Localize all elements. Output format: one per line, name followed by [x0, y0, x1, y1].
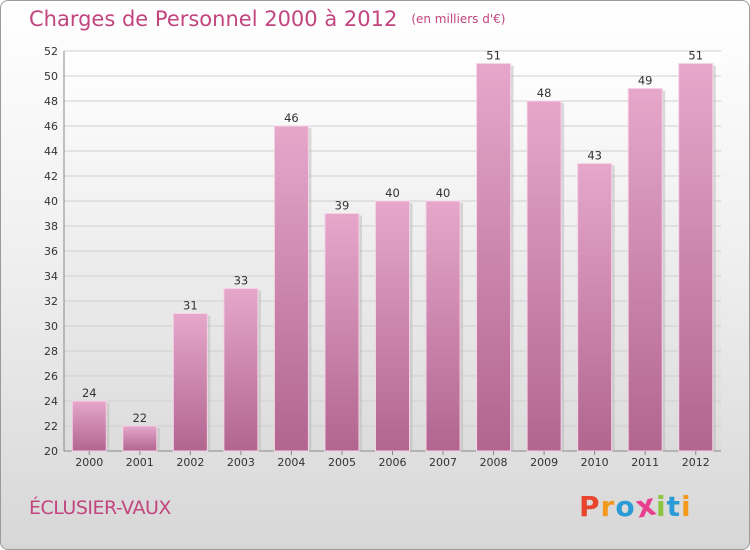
x-tick-label: 2007 — [429, 456, 457, 469]
x-tick-label: 2009 — [530, 456, 558, 469]
bar-value-label: 40 — [436, 186, 451, 200]
bar-value-label: 31 — [183, 299, 198, 313]
x-tick-label: 2011 — [631, 456, 659, 469]
y-tick-label: 48 — [44, 95, 58, 108]
logo-letter: t — [666, 490, 681, 523]
x-tick-label: 2005 — [328, 456, 356, 469]
bar-value-label: 40 — [385, 186, 400, 200]
bar — [577, 163, 613, 452]
bar-value-label: 39 — [335, 199, 350, 213]
bar-value-label: 46 — [284, 111, 299, 125]
x-tick-label: 2006 — [379, 456, 407, 469]
x-tick-label: 2001 — [126, 456, 154, 469]
bar-value-label: 48 — [537, 86, 552, 100]
bar-value-label: 51 — [688, 49, 703, 63]
y-tick-label: 42 — [44, 170, 58, 183]
y-tick-label: 52 — [44, 45, 58, 58]
x-tick-label: 2003 — [227, 456, 255, 469]
bar — [425, 200, 461, 452]
bar — [324, 213, 360, 452]
bar — [627, 88, 663, 452]
bar — [172, 313, 208, 452]
chart-title: Charges de Personnel 2000 à 2012 (en mill… — [29, 7, 506, 31]
y-tick-label: 44 — [44, 145, 58, 158]
y-tick-label: 46 — [44, 120, 58, 133]
x-tick-label: 2012 — [682, 456, 710, 469]
bar — [223, 288, 259, 452]
y-tick-label: 40 — [44, 195, 58, 208]
y-tick-label: 22 — [44, 420, 58, 433]
x-tick-label: 2008 — [480, 456, 508, 469]
chart-subtitle: (en milliers d'€) — [411, 12, 506, 26]
logo-letter: i — [655, 490, 667, 523]
bar-value-label: 49 — [638, 74, 653, 88]
bar-value-label: 24 — [82, 386, 97, 400]
bar-value-label: 51 — [486, 49, 501, 63]
bar — [476, 63, 512, 452]
y-tick-label: 20 — [44, 445, 58, 458]
y-tick-label: 50 — [44, 70, 58, 83]
y-tick-label: 24 — [44, 395, 58, 408]
logo-letter: o — [615, 490, 636, 523]
y-tick-label: 32 — [44, 295, 58, 308]
x-tick-label: 2000 — [75, 456, 103, 469]
bar — [122, 425, 158, 452]
logo-letter: i — [680, 490, 692, 523]
commune-name: ÉCLUSIER-VAUX — [29, 497, 171, 519]
y-tick-label: 34 — [44, 270, 58, 283]
bar-value-label: 33 — [234, 274, 249, 288]
bar — [678, 63, 714, 452]
proxiti-logo: Proxiti — [579, 487, 692, 525]
y-tick-label: 38 — [44, 220, 58, 233]
y-tick-label: 30 — [44, 320, 58, 333]
logo-letter: P — [579, 490, 601, 523]
bar — [273, 125, 309, 452]
y-tick-label: 26 — [44, 370, 58, 383]
bar-value-label: 43 — [587, 149, 602, 163]
bar — [526, 100, 562, 452]
y-tick-label: 28 — [44, 345, 58, 358]
bar-value-label: 22 — [132, 411, 147, 425]
bar — [375, 200, 410, 452]
x-tick-label: 2010 — [581, 456, 609, 469]
x-tick-label: 2002 — [176, 456, 204, 469]
y-tick-label: 36 — [44, 245, 58, 258]
x-tick-label: 2004 — [277, 456, 305, 469]
logo-letter: r — [600, 490, 616, 523]
bar — [71, 400, 107, 452]
